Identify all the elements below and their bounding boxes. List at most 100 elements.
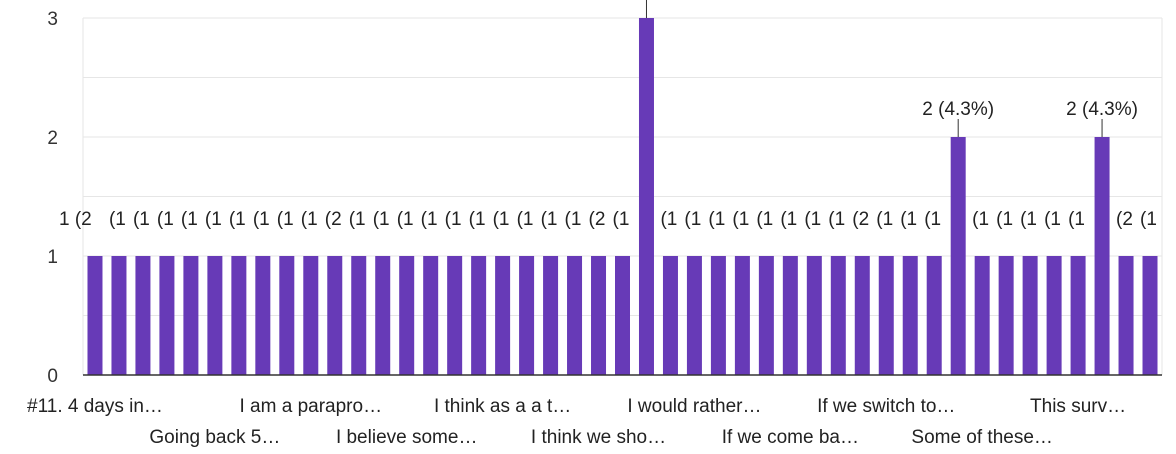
bar-data-label: (1 bbox=[828, 209, 845, 230]
bar-data-label: 1 (2 bbox=[59, 209, 92, 230]
y-tick-label: 1 bbox=[47, 247, 58, 268]
x-category-label: This surv… bbox=[1030, 396, 1126, 417]
bar bbox=[447, 256, 463, 375]
x-category-label: I believe some… bbox=[336, 427, 478, 448]
bar-data-label: (1 bbox=[205, 209, 222, 230]
bar-data-label: (2 bbox=[325, 209, 342, 230]
bar bbox=[591, 256, 607, 375]
bar-data-label: (1 bbox=[684, 209, 701, 230]
bar-data-label: (1 bbox=[373, 209, 390, 230]
bar-data-label: (1 bbox=[996, 209, 1013, 230]
bar bbox=[1046, 256, 1062, 375]
bar bbox=[399, 256, 415, 375]
bar bbox=[327, 256, 343, 375]
bar-data-label: (1 bbox=[972, 209, 989, 230]
bar bbox=[159, 256, 175, 375]
bar bbox=[638, 18, 654, 375]
bar bbox=[351, 256, 367, 375]
bar bbox=[830, 256, 846, 375]
bar bbox=[519, 256, 535, 375]
bar bbox=[758, 256, 774, 375]
bar-data-label: (1 bbox=[109, 209, 126, 230]
bar-data-label: (1 bbox=[157, 209, 174, 230]
bar bbox=[135, 256, 151, 375]
bar bbox=[806, 256, 822, 375]
bar-data-label: (1 bbox=[349, 209, 366, 230]
bar bbox=[567, 256, 583, 375]
bar bbox=[207, 256, 223, 375]
x-category-label: If we come ba… bbox=[722, 427, 859, 448]
y-tick-label: 2 bbox=[47, 128, 58, 149]
bar bbox=[1142, 256, 1158, 375]
bar bbox=[111, 256, 127, 375]
bar-data-label: (1 bbox=[565, 209, 582, 230]
bar bbox=[495, 256, 511, 375]
x-category-label: If we switch to… bbox=[817, 396, 955, 417]
bar bbox=[662, 256, 678, 375]
bar-data-label: (1 bbox=[541, 209, 558, 230]
bar-data-label: (2 bbox=[1116, 209, 1133, 230]
bar bbox=[1118, 256, 1134, 375]
x-category-label: Some of these… bbox=[911, 427, 1053, 448]
bar bbox=[255, 256, 271, 375]
bar-data-label: (2 bbox=[852, 209, 869, 230]
bar-data-label: (1 bbox=[253, 209, 270, 230]
y-tick-label: 0 bbox=[47, 366, 58, 387]
bar bbox=[878, 256, 894, 375]
bar bbox=[974, 256, 990, 375]
bar bbox=[734, 256, 750, 375]
bar bbox=[998, 256, 1014, 375]
bar bbox=[615, 256, 630, 375]
bar-data-label: (1 bbox=[469, 209, 486, 230]
bar bbox=[87, 256, 103, 375]
bar-data-label: (1 bbox=[229, 209, 246, 230]
bar-data-label: 3 (6.4%) bbox=[611, 0, 683, 1]
bar bbox=[279, 256, 295, 375]
bar bbox=[854, 256, 870, 375]
bar bbox=[375, 256, 391, 375]
bar bbox=[950, 137, 966, 375]
bar-data-label: (1 bbox=[660, 209, 677, 230]
bar-data-label: (1 bbox=[1140, 209, 1157, 230]
x-category-label: Going back 5… bbox=[149, 427, 280, 448]
x-category-label: I think as a a t… bbox=[434, 396, 571, 417]
bar bbox=[183, 256, 199, 375]
bar-data-label: (1 bbox=[133, 209, 150, 230]
x-category-label: #11. 4 days in… bbox=[27, 396, 163, 417]
bar-data-label: (1 bbox=[732, 209, 749, 230]
bar bbox=[1094, 137, 1110, 375]
bar bbox=[471, 256, 487, 375]
bar-data-label: (1 bbox=[517, 209, 534, 230]
bar-data-label: 2 (4.3%) bbox=[922, 99, 994, 120]
x-category-label: I would rather… bbox=[627, 396, 761, 417]
bar bbox=[710, 256, 726, 375]
bar-data-label: (1 bbox=[876, 209, 893, 230]
bar-data-label: (1 bbox=[708, 209, 725, 230]
bar bbox=[782, 256, 798, 375]
bar-data-label: (2 bbox=[589, 209, 606, 230]
bar bbox=[543, 256, 559, 375]
bar-data-label: (1 bbox=[277, 209, 294, 230]
bar-data-label: (1 bbox=[181, 209, 198, 230]
bar-data-label: (1 bbox=[900, 209, 917, 230]
bar bbox=[423, 256, 439, 375]
bar bbox=[303, 256, 319, 375]
bar-data-label: (1 bbox=[1044, 209, 1061, 230]
bar bbox=[1022, 256, 1038, 375]
bar-data-label: 2 (4.3%) bbox=[1066, 99, 1138, 120]
bar-data-label: (1 bbox=[445, 209, 462, 230]
bar-data-label: (1 bbox=[421, 209, 438, 230]
bar-data-label: (1 bbox=[924, 209, 941, 230]
bar-data-label: (1 bbox=[301, 209, 318, 230]
bar bbox=[926, 256, 942, 375]
x-category-label: I think we sho… bbox=[531, 427, 666, 448]
bar-data-label: (1 bbox=[397, 209, 414, 230]
bar-data-label: (1 bbox=[493, 209, 510, 230]
x-category-label: I am a parapro… bbox=[240, 396, 383, 417]
bar-data-label: (1 bbox=[756, 209, 773, 230]
bar bbox=[686, 256, 702, 375]
bar bbox=[231, 256, 247, 375]
bar bbox=[1070, 256, 1086, 375]
bar-data-label: (1 bbox=[804, 209, 821, 230]
